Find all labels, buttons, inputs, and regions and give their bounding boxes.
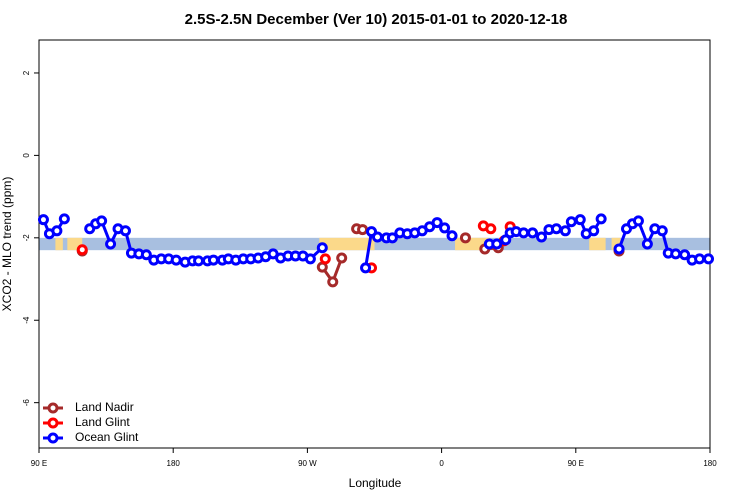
legend-marker [47, 432, 59, 444]
data-point [703, 253, 715, 265]
data-point [319, 253, 331, 265]
data-point [459, 232, 471, 244]
x-axis-label: Longitude [349, 476, 402, 490]
data-point [336, 252, 348, 264]
data-point [357, 224, 369, 236]
land-band [589, 237, 606, 251]
land-band [611, 237, 621, 251]
data-point [694, 253, 706, 265]
legend-label: Land Nadir [75, 400, 134, 414]
data-point [613, 243, 625, 255]
data-point [316, 242, 328, 254]
y-tick-label: 0 [22, 153, 31, 158]
data-point [371, 231, 383, 243]
data-point [574, 214, 586, 226]
data-point [491, 238, 503, 250]
data-point [485, 223, 497, 235]
x-tick-label: 180 [703, 459, 717, 468]
land-band [319, 237, 375, 251]
x-tick-label: 90 E [31, 459, 47, 468]
data-point [595, 213, 607, 225]
data-point [386, 232, 398, 244]
land-band [55, 237, 63, 251]
data-point [170, 254, 182, 266]
data-point [207, 254, 219, 266]
y-tick-label: -6 [22, 399, 31, 407]
plot-frame [38, 39, 711, 449]
data-point [304, 253, 316, 265]
data-point [105, 238, 117, 250]
legend-marker [47, 402, 59, 414]
data-point [641, 238, 653, 250]
data-point [588, 225, 600, 237]
data-point [96, 215, 108, 227]
data-point [559, 225, 571, 237]
legend-label: Ocean Glint [75, 430, 139, 444]
data-point [37, 214, 49, 226]
data-point [670, 248, 682, 260]
y-tick-label: -4 [22, 316, 31, 324]
data-point [656, 225, 668, 237]
data-point [119, 225, 131, 237]
data-point [76, 244, 88, 256]
legend-marker [47, 417, 59, 429]
data-point [58, 213, 70, 225]
data-point [550, 223, 562, 235]
data-point [565, 216, 577, 228]
x-tick-label: 90 E [568, 459, 584, 468]
data-point [51, 225, 63, 237]
data-point [439, 222, 451, 234]
data-point [193, 255, 205, 267]
x-tick-label: 90 W [298, 459, 317, 468]
y-tick-label: -2 [22, 234, 31, 242]
data-point [679, 249, 691, 261]
chart-title: 2.5S-2.5N December (Ver 10) 2015-01-01 t… [185, 11, 568, 28]
data-point [360, 262, 372, 274]
legend-label: Land Glint [75, 415, 130, 429]
data-point [527, 227, 539, 239]
data-point [140, 249, 152, 261]
data-point [446, 230, 458, 242]
x-tick-label: 0 [439, 459, 444, 468]
data-point [518, 227, 530, 239]
data-point [536, 231, 548, 243]
data-point [327, 276, 339, 288]
data-point [431, 217, 443, 229]
x-tick-label: 180 [167, 459, 181, 468]
y-tick-label: 2 [22, 70, 31, 75]
data-point [632, 215, 644, 227]
y-axis-label: XCO2 - MLO trend (ppm) [0, 177, 14, 312]
